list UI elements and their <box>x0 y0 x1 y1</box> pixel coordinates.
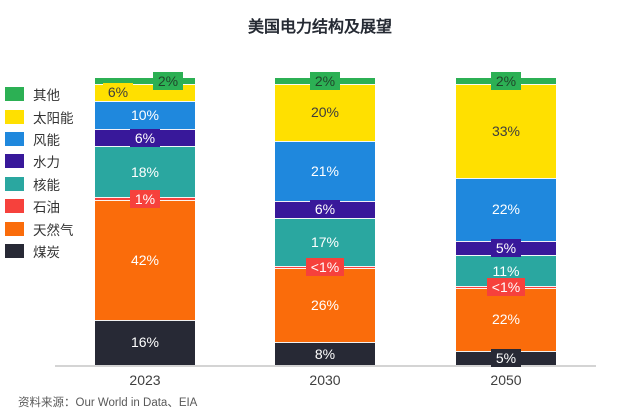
legend: 其他太阳能风能水力核能石油天然气煤炭 <box>5 83 74 262</box>
legend-item-太阳能: 太阳能 <box>5 105 74 127</box>
chart-title: 美国电力结构及展望 <box>247 19 392 36</box>
segment-label: 21% <box>305 161 345 180</box>
segment-label: 42% <box>125 250 165 269</box>
segment-label: 20% <box>305 103 345 122</box>
segment-太阳能-2050: 33% <box>456 83 556 178</box>
legend-item-风能: 风能 <box>5 128 74 150</box>
segment-label: 33% <box>486 121 526 140</box>
legend-swatch-icon <box>5 221 24 236</box>
segment-石油-2030: <1% <box>275 258 375 277</box>
x-axis-line <box>55 365 596 367</box>
legend-swatch-icon <box>5 131 24 146</box>
segment-label: 18% <box>125 162 165 181</box>
segment-label: 5% <box>490 348 522 367</box>
x-tick-2023: 2023 <box>129 372 161 388</box>
segment-水力-2030: 6% <box>275 200 375 219</box>
legend-item-其他: 其他 <box>5 83 74 105</box>
legend-swatch-icon <box>5 109 24 124</box>
legend-label: 煤炭 <box>33 244 60 260</box>
segment-其他-2050: 2% <box>456 71 556 90</box>
segment-煤炭-2023: 16% <box>95 319 195 366</box>
segment-核能-2030: 17% <box>275 217 375 267</box>
segment-天然气-2050: 22% <box>456 287 556 351</box>
stacked-bar-2023: 2% 6% 10% 6% 18% 1% 42% 16% <box>95 71 195 366</box>
segment-水力-2023: 6% <box>95 128 195 147</box>
segment-label: 2% <box>152 71 184 90</box>
stacked-bar-2050: 2% 33% 22% 5% 11% <1% 22% 5% <box>456 71 556 367</box>
legend-label: 石油 <box>33 200 60 216</box>
segment-石油-2023: 1% <box>95 189 195 208</box>
x-tick-2030: 2030 <box>309 372 341 388</box>
segment-label: 2% <box>490 71 522 90</box>
segment-label: 1% <box>129 189 161 208</box>
legend-label: 其他 <box>33 88 60 104</box>
segment-label: <1% <box>486 278 526 297</box>
segment-label: 8% <box>309 344 341 363</box>
legend-label: 太阳能 <box>33 110 74 126</box>
segment-label: 17% <box>305 233 345 252</box>
segment-label: 11% <box>487 261 525 280</box>
segment-天然气-2023: 42% <box>95 200 195 320</box>
legend-swatch-icon <box>5 87 24 102</box>
legend-swatch-icon <box>5 199 24 214</box>
segment-其他-2030: 2% <box>275 71 375 90</box>
segment-水力-2050: 5% <box>456 238 556 257</box>
segment-风能-2023: 10% <box>95 100 195 130</box>
stacked-bar-2030: 2% 20% 21% 6% 17% <1% 26% 8% <box>275 71 375 365</box>
segment-风能-2030: 21% <box>275 140 375 201</box>
segment-label: 26% <box>305 296 345 315</box>
segment-label: 2% <box>309 71 341 90</box>
legend-label: 水力 <box>33 155 60 171</box>
segment-石油-2050: <1% <box>456 278 556 297</box>
segment-label: 16% <box>125 333 165 352</box>
segment-label: 22% <box>486 200 526 219</box>
segment-太阳能-2030: 20% <box>275 83 375 141</box>
legend-swatch-icon <box>5 154 24 169</box>
legend-label: 风能 <box>33 132 60 148</box>
legend-item-水力: 水力 <box>5 150 74 172</box>
source-note: 资料来源：Our World in Data、EIA <box>18 397 198 409</box>
legend-item-石油: 石油 <box>5 195 74 217</box>
segment-label: 6% <box>309 200 341 219</box>
legend-swatch-icon <box>5 243 24 258</box>
segment-label: 10% <box>125 105 165 124</box>
segment-煤炭-2030: 8% <box>275 342 375 365</box>
legend-item-煤炭: 煤炭 <box>5 240 74 262</box>
legend-label: 核能 <box>33 177 60 193</box>
segment-label: 6% <box>129 128 161 147</box>
segment-煤炭-2050: 5% <box>456 348 556 367</box>
segment-天然气-2030: 26% <box>275 267 375 343</box>
legend-swatch-icon <box>5 176 24 191</box>
segment-label: 6% <box>102 83 134 102</box>
segment-label: 5% <box>490 238 522 257</box>
legend-item-天然气: 天然气 <box>5 217 74 239</box>
segment-label: 22% <box>486 310 526 329</box>
legend-item-核能: 核能 <box>5 173 74 195</box>
segment-label: <1% <box>305 258 345 277</box>
legend-label: 天然气 <box>33 222 74 238</box>
segment-核能-2023: 18% <box>95 146 195 198</box>
x-tick-2050: 2050 <box>490 372 522 388</box>
segment-其他-2023: 2% <box>95 71 195 90</box>
segment-风能-2050: 22% <box>456 177 556 241</box>
